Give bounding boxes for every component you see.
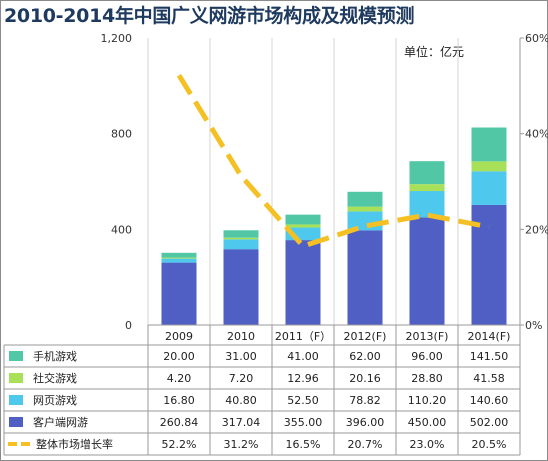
bar-segment [409, 217, 445, 325]
bar-segment [409, 161, 445, 185]
bar-segment [223, 239, 259, 250]
x-category-label: 2012(F) [344, 330, 387, 343]
legend-swatch [9, 351, 23, 361]
data-label: 110.20 [408, 394, 447, 407]
data-label: 140.60 [470, 394, 509, 407]
data-label: 40.80 [225, 394, 257, 407]
chart-title: 2010-2014年中国广义网游市场构成及规模预测 [4, 5, 415, 27]
data-label: 41.58 [473, 372, 505, 385]
data-label: 260.84 [160, 416, 199, 429]
data-label: 62.00 [349, 350, 381, 363]
data-label: 20.16 [349, 372, 381, 385]
bar-segment [285, 214, 321, 225]
data-label: 96.00 [411, 350, 443, 363]
data-label: 20.5% [472, 438, 507, 451]
data-label: 31.00 [225, 350, 257, 363]
data-label: 450.00 [408, 416, 447, 429]
growth-rate-line [176, 73, 490, 249]
bar-segment [223, 249, 259, 325]
data-label: 31.2% [224, 438, 259, 451]
data-label: 52.2% [162, 438, 197, 451]
bar-segment [161, 252, 197, 258]
data-label: 20.00 [163, 350, 195, 363]
data-label: 7.20 [229, 372, 254, 385]
bar-segment [161, 262, 197, 325]
bar-segment [471, 161, 507, 172]
bar-segment [223, 237, 259, 240]
x-category-label: 2014(F) [468, 330, 511, 343]
data-label: 12.96 [287, 372, 319, 385]
bar-segment [285, 224, 321, 228]
legend-label: 手机游戏 [33, 349, 77, 363]
bar-segment [409, 184, 445, 192]
y-right-tick-label: 40% [525, 128, 548, 141]
bar-segment [347, 191, 383, 207]
data-label: 16.5% [286, 438, 321, 451]
bar-segment [347, 206, 383, 212]
bar-segment [161, 258, 197, 263]
data-label: 4.20 [167, 372, 192, 385]
data-label: 355.00 [284, 416, 323, 429]
legend-label: 社交游戏 [33, 371, 77, 385]
data-label: 396.00 [346, 416, 385, 429]
y-right-tick-label: 20% [525, 223, 548, 236]
legend-label: 客户端网游 [33, 415, 88, 429]
bar-segment [471, 127, 507, 162]
legend-swatch [9, 417, 23, 427]
bar-segment [471, 171, 507, 205]
legend-label: 整体市场增长率 [36, 437, 113, 451]
data-label: 41.00 [287, 350, 319, 363]
y-left-tick-label: 800 [111, 128, 132, 141]
data-label: 23.0% [410, 438, 445, 451]
y-left-tick-label: 0 [125, 319, 132, 332]
bar-segment [223, 230, 259, 238]
x-category-label: 2013(F) [406, 330, 449, 343]
legend-label: 网页游戏 [33, 394, 77, 407]
data-label: 16.80 [163, 394, 195, 407]
x-category-label: 2011（F） [275, 330, 331, 343]
bar-segment [409, 191, 445, 218]
y-left-tick-label: 400 [111, 223, 132, 236]
y-right-tick-label: 0% [525, 319, 542, 332]
x-category-label: 2010 [227, 330, 255, 343]
data-label: 52.50 [287, 394, 319, 407]
data-label: 317.04 [222, 416, 261, 429]
bar-segment [161, 257, 197, 259]
bar-segment [285, 240, 321, 325]
bar-segment [347, 230, 383, 325]
data-label: 20.7% [348, 438, 383, 451]
data-label: 502.00 [470, 416, 509, 429]
unit-label: 单位：亿元 [404, 44, 464, 59]
legend-swatch [9, 373, 23, 383]
y-right-tick-label: 60% [525, 32, 548, 45]
y-left-tick-label: 1,200 [101, 32, 133, 45]
data-label: 78.82 [349, 394, 381, 407]
legend-swatch [9, 395, 23, 405]
x-category-label: 2009 [165, 330, 193, 343]
data-label: 141.50 [470, 350, 509, 363]
data-label: 28.80 [411, 372, 443, 385]
